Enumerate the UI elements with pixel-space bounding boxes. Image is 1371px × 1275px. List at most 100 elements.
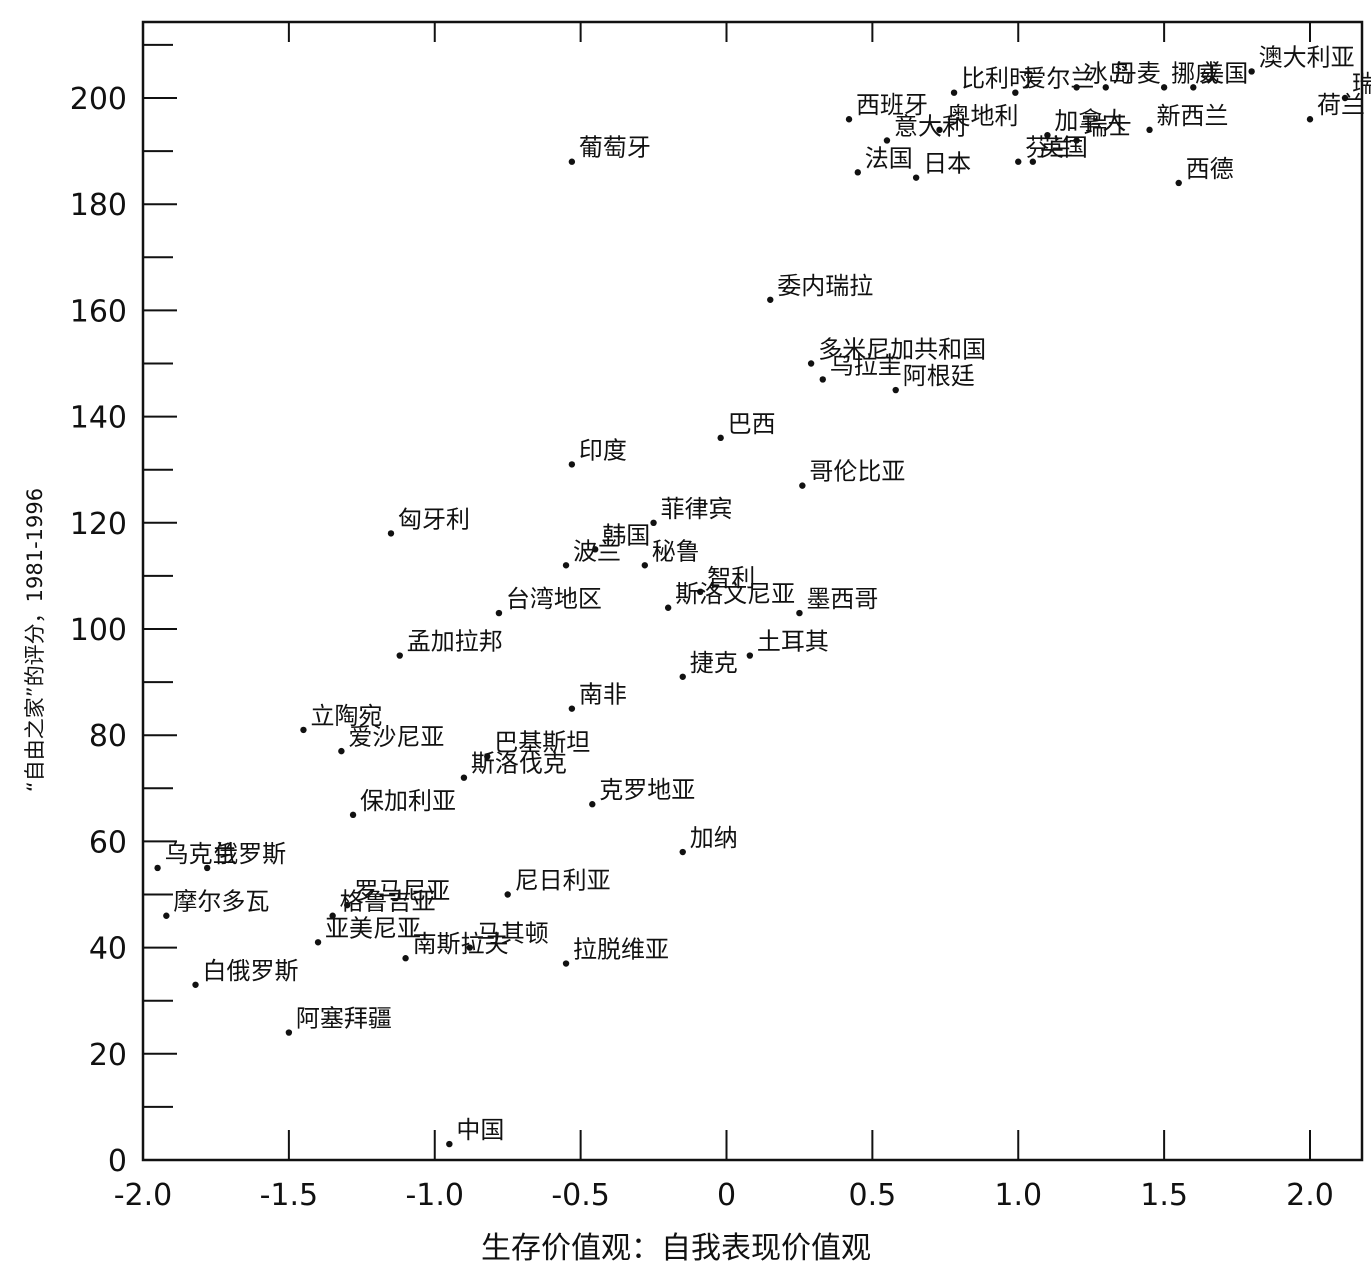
x-axis-title: 生存价值观：自我表现价值观	[481, 1231, 871, 1266]
data-point-label: 芬兰	[1025, 134, 1073, 162]
data-point	[568, 461, 576, 468]
data-point-label: 智利	[707, 564, 755, 592]
data-point	[746, 652, 754, 659]
x-tick-label: 0	[717, 1178, 736, 1213]
x-tick-label: 0.5	[849, 1178, 897, 1213]
data-point	[154, 864, 161, 872]
x-tick-label: -1.5	[260, 1178, 319, 1213]
data-point-label: 瑞士	[1084, 112, 1132, 140]
x-tick-label: 1.0	[994, 1178, 1042, 1213]
data-point-label: 意大利	[894, 112, 966, 140]
data-point-label: 克罗地亚	[599, 776, 695, 804]
data-point	[912, 174, 920, 181]
data-point	[799, 482, 806, 489]
data-point	[1175, 179, 1182, 187]
data-point-label: 阿塞拜疆	[296, 1005, 392, 1033]
data-point-label: 马其顿	[477, 920, 549, 948]
data-point	[767, 296, 774, 303]
data-point	[641, 562, 649, 569]
data-point-label: 摩尔多瓦	[173, 888, 269, 916]
data-point	[387, 530, 395, 537]
data-point-label: 斯洛伐克	[471, 750, 567, 778]
y-tick-label: 40	[89, 932, 127, 967]
data-point	[1160, 84, 1168, 91]
data-point	[796, 609, 803, 617]
data-point	[562, 562, 570, 569]
data-point-label: 挪威	[1171, 59, 1219, 87]
x-tick-label: -1.0	[405, 1178, 464, 1213]
data-point-label: 斯洛文尼亚	[675, 580, 795, 608]
data-point-label: 印度	[579, 436, 627, 464]
data-point	[495, 609, 503, 617]
data-point	[679, 848, 686, 856]
data-point	[1341, 94, 1349, 102]
data-point	[484, 753, 491, 760]
data-point	[1029, 158, 1037, 165]
y-tick-label: 140	[70, 401, 127, 436]
data-point-label: 新西兰	[1157, 102, 1229, 130]
data-point	[1012, 89, 1019, 96]
data-point-label: 南非	[579, 681, 627, 709]
plot-frame	[141, 20, 1364, 1162]
data-point-label: 哥伦比亚	[809, 458, 905, 486]
data-point	[1190, 84, 1197, 91]
data-point	[1044, 131, 1051, 139]
data-point	[329, 912, 336, 919]
data-point	[845, 116, 853, 123]
data-point	[349, 811, 357, 819]
data-point	[568, 158, 576, 165]
data-point	[679, 673, 686, 680]
data-point-label: 匈牙利	[398, 505, 470, 533]
data-point	[203, 864, 211, 872]
data-point-label: 韩国	[602, 521, 650, 549]
data-point	[892, 386, 899, 394]
data-point-label: 巴基斯坦	[494, 728, 590, 756]
x-tick-label: 1.5	[1140, 1178, 1188, 1213]
data-point	[1146, 126, 1153, 134]
data-point	[285, 1029, 293, 1036]
y-axis-title: “自由之家”的评分，1981-1996	[23, 488, 47, 792]
data-point-label: 爱尔兰	[1022, 65, 1094, 93]
y-tick-label: 60	[89, 825, 127, 860]
y-tick-label: 20	[89, 1038, 127, 1073]
data-point	[589, 801, 596, 808]
data-point	[936, 126, 943, 134]
data-point	[344, 901, 351, 909]
data-point	[1073, 137, 1080, 144]
data-point-label: 台湾地区	[506, 585, 602, 613]
data-point-label: 加纳	[690, 824, 738, 852]
data-point-label: 丹麦	[1113, 59, 1161, 87]
data-point	[883, 137, 891, 144]
data-point-label: 墨西哥	[806, 585, 878, 613]
x-axis: -2.0 -1.5 -1.0 -0.5 0 0.5 1.0 1.5 2.0	[114, 22, 1334, 1213]
y-tick-label: 100	[70, 613, 127, 648]
data-point	[562, 960, 570, 967]
data-point-label: 捷克	[690, 649, 738, 677]
data-point	[592, 546, 599, 553]
data-point-label: 澳大利亚	[1259, 43, 1355, 71]
data-point-label: 爱沙尼亚	[348, 723, 444, 751]
data-point-label: 加拿大	[1054, 107, 1126, 135]
data-point-label: 格鲁吉亚	[340, 888, 436, 916]
data-point	[1015, 158, 1022, 165]
data-point-label: 俄罗斯	[214, 840, 286, 868]
x-tick-label: -0.5	[551, 1178, 610, 1213]
data-point-label: 英国	[1040, 134, 1088, 162]
data-point	[338, 747, 345, 755]
data-point-label: 波兰	[573, 537, 621, 565]
data-point-label: 乌拉圭	[830, 351, 902, 379]
data-point-label: 冰岛	[1084, 59, 1132, 87]
data-point-label: 荷兰	[1317, 91, 1365, 119]
data-point-label: 多米尼加共和国	[818, 336, 986, 364]
data-point-label: 土耳其	[757, 628, 829, 656]
data-point-label: 中国	[456, 1116, 504, 1144]
y-tick-label: 0	[108, 1144, 127, 1179]
data-point	[1073, 84, 1080, 91]
data-point-label: 瑞典	[1352, 70, 1371, 98]
data-point	[504, 891, 511, 898]
data-point-label: 尼日利亚	[515, 867, 611, 895]
data-point	[402, 955, 409, 962]
y-tick-label: 160	[70, 294, 127, 329]
data-point-label: 巴西	[728, 410, 776, 438]
y-tick-label: 180	[70, 188, 127, 223]
